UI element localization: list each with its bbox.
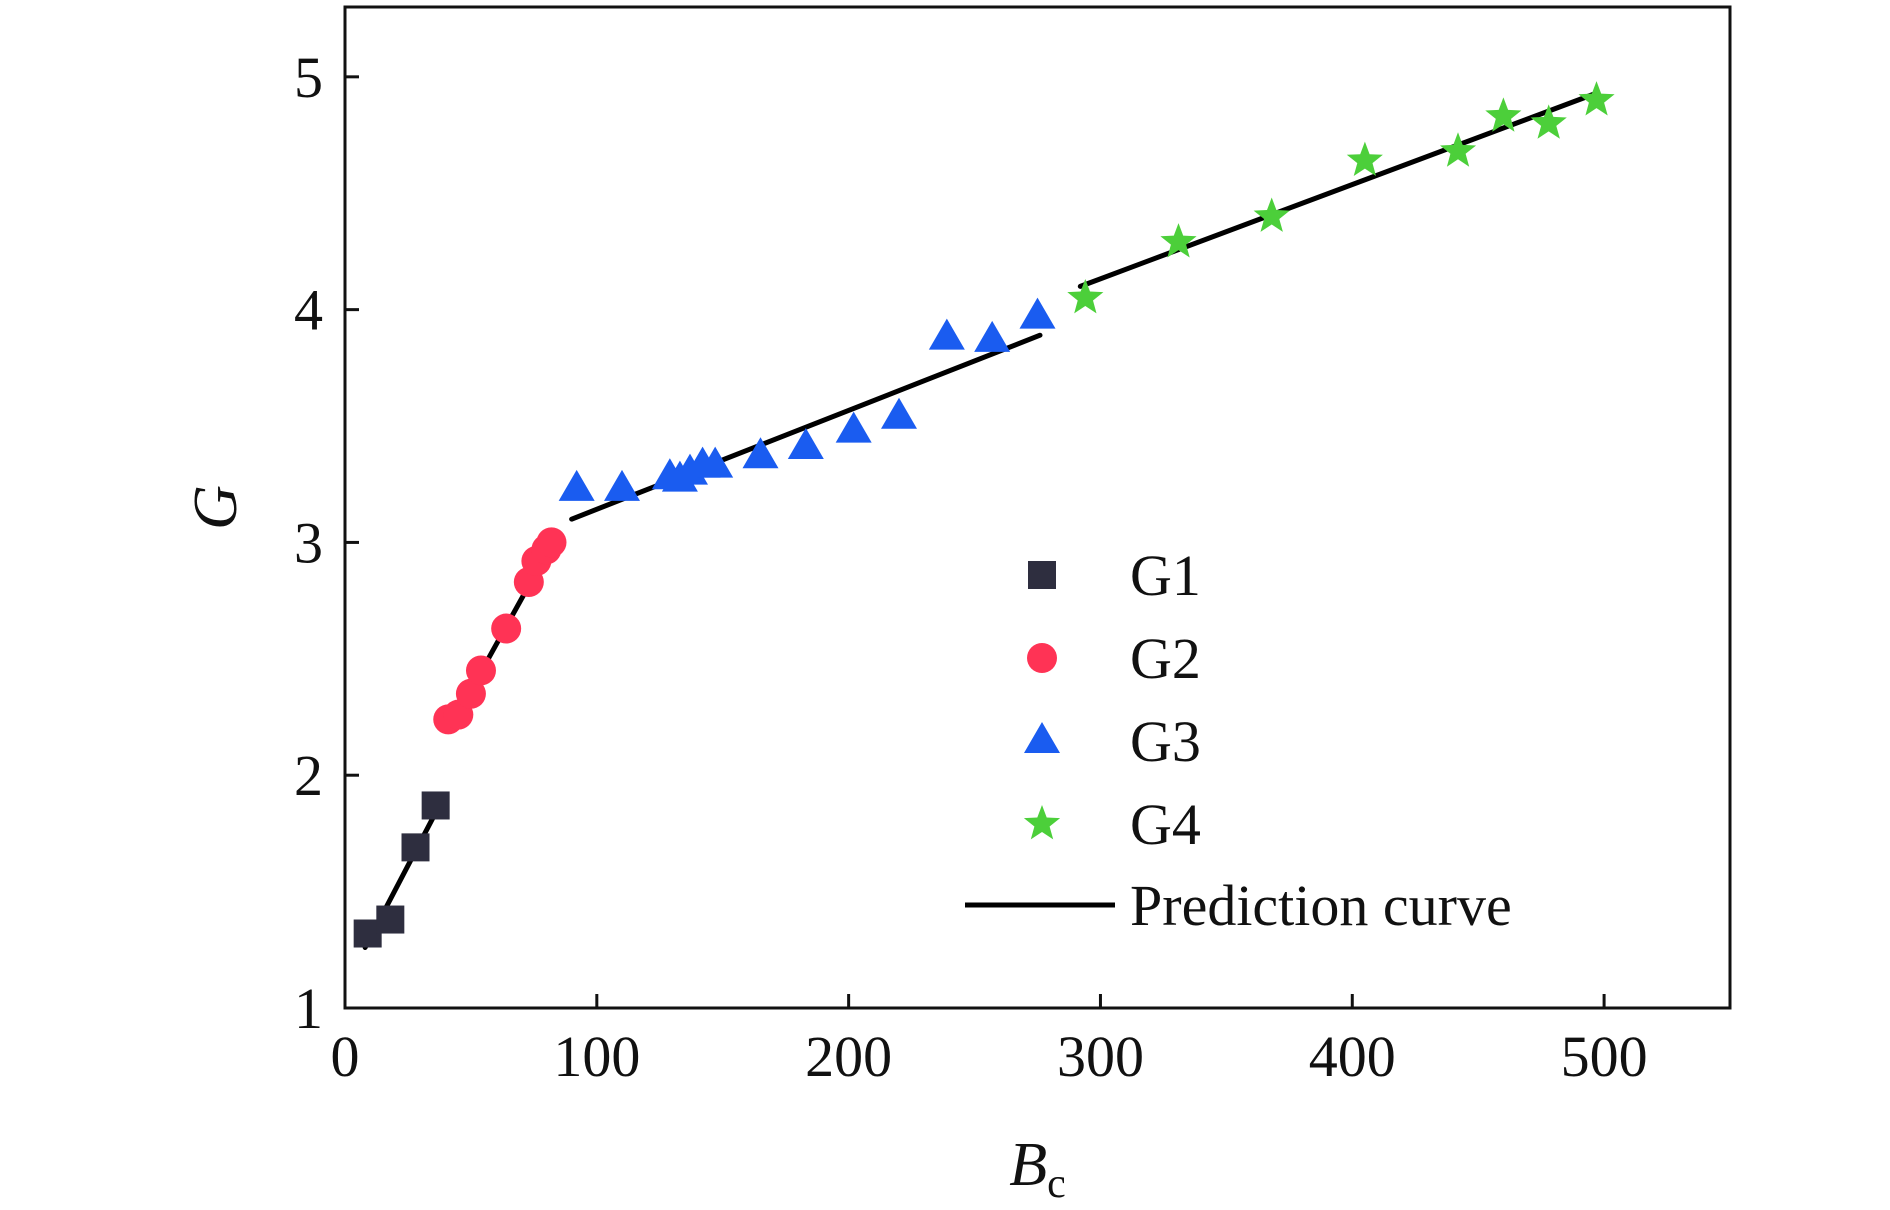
data-point-g4 — [1440, 132, 1477, 167]
y-tick-label: 2 — [294, 743, 323, 808]
data-point-g4 — [1160, 223, 1197, 258]
data-point-g4 — [1578, 81, 1615, 116]
data-points-layer — [353, 81, 1615, 948]
data-point-g2 — [536, 527, 567, 558]
data-point-g2 — [465, 655, 496, 686]
data-point-g3 — [742, 437, 779, 469]
data-point-g4 — [1485, 97, 1522, 132]
data-point-g2 — [491, 613, 522, 644]
data-point-g3 — [697, 446, 734, 478]
legend-label-prediction-curve: Prediction curve — [1130, 873, 1512, 938]
prediction-curve-layer — [362, 90, 1600, 950]
prediction-curve-segment — [1077, 90, 1600, 289]
prediction-curve-segment — [569, 332, 1043, 522]
data-point-g4 — [1346, 141, 1383, 176]
legend-marker-g4 — [1023, 805, 1061, 840]
y-tick-label: 5 — [294, 45, 323, 110]
legend-label-g4: G4 — [1130, 792, 1201, 857]
data-point-g3 — [928, 318, 965, 350]
data-point-g2 — [455, 678, 486, 709]
x-tick-label: 0 — [331, 1024, 360, 1089]
y-tick-label: 1 — [294, 976, 323, 1041]
data-point-g3 — [974, 320, 1011, 352]
legend-label-g1: G1 — [1130, 543, 1201, 608]
data-point-g1 — [376, 905, 405, 934]
legend: G1 G2 G3 G4 Prediction curve — [965, 543, 1512, 938]
legend-label-g3: G3 — [1130, 709, 1201, 774]
data-point-g3 — [604, 469, 640, 501]
y-tick-label: 3 — [294, 510, 323, 575]
x-tick-label: 500 — [1561, 1024, 1648, 1089]
data-point-g4 — [1530, 104, 1567, 139]
legend-marker-g3 — [1024, 722, 1060, 753]
x-axis-title-subscript: c — [1047, 1161, 1066, 1205]
data-point-g3 — [558, 469, 595, 501]
data-point-g3 — [835, 411, 872, 443]
y-tick-label: 4 — [294, 278, 323, 343]
data-point-g1 — [401, 833, 430, 862]
y-axis-title: G — [182, 485, 250, 530]
axes-layer: 0 100 200 300 400 500 1 2 3 4 5 Bc G — [182, 5, 1732, 1207]
x-axis-title-main: B — [1009, 1131, 1047, 1199]
legend-label-g2: G2 — [1130, 626, 1201, 691]
data-point-g3 — [1019, 297, 1056, 329]
data-point-g4 — [1253, 197, 1290, 232]
data-point-g1 — [421, 791, 450, 820]
plot-frame — [343, 5, 1732, 1010]
legend-marker-g1 — [1028, 561, 1056, 589]
data-point-g4 — [1067, 279, 1104, 314]
legend-marker-g2 — [1027, 643, 1057, 673]
x-tick-label: 200 — [805, 1024, 892, 1089]
data-point-g3 — [787, 427, 824, 459]
data-point-g3 — [881, 397, 917, 429]
x-tick-label: 100 — [553, 1024, 640, 1089]
x-axis-title: Bc — [1009, 1131, 1066, 1205]
x-tick-label: 300 — [1057, 1024, 1144, 1089]
x-tick-label: 400 — [1309, 1024, 1396, 1089]
